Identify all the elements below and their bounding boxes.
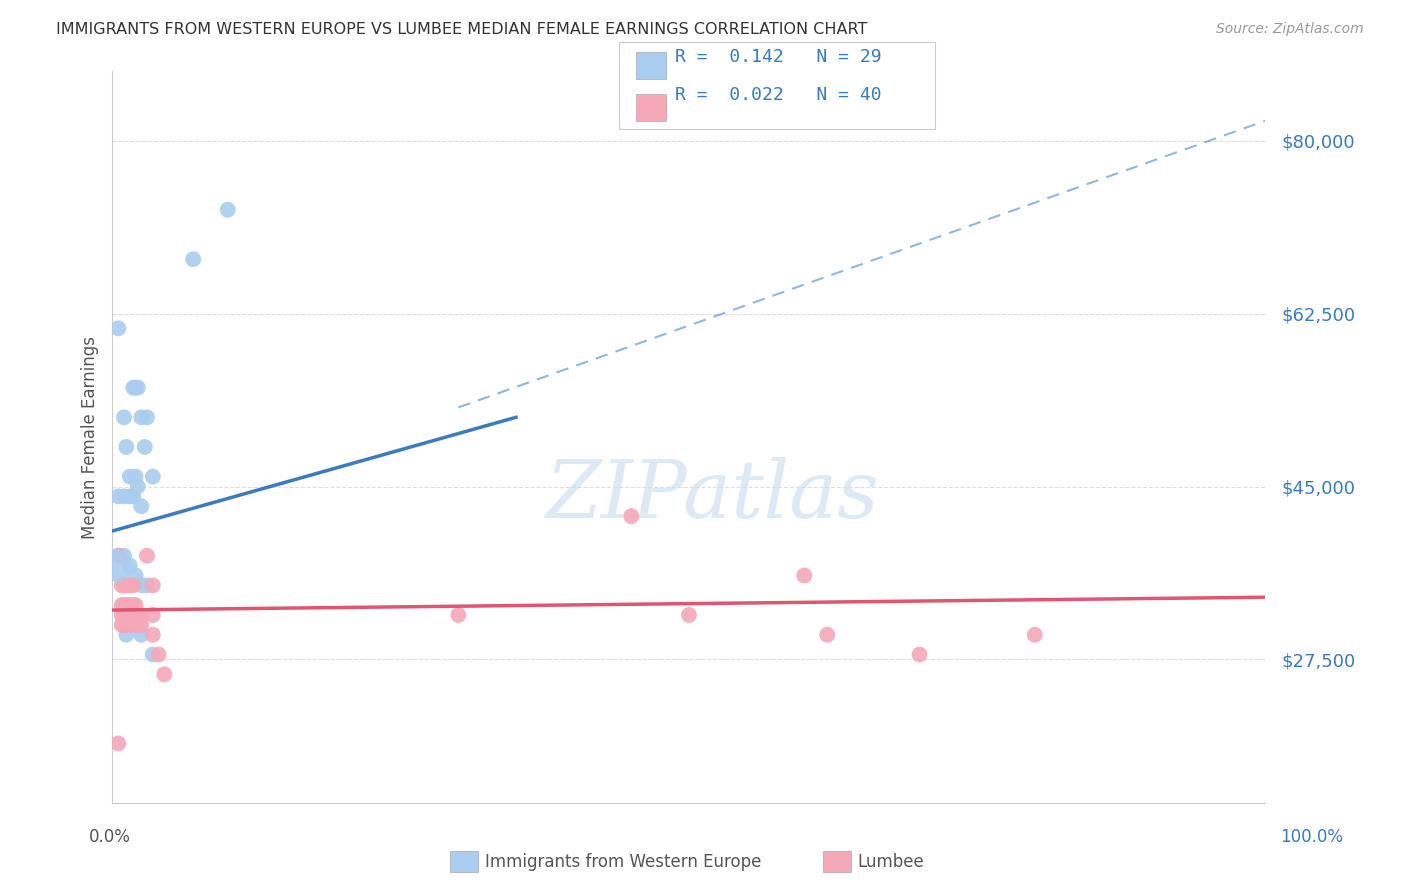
Point: [122, 381, 145, 395]
Text: 0.0%: 0.0%: [89, 828, 131, 846]
Point: [122, 618, 145, 632]
Point: [112, 607, 135, 622]
Point: [142, 607, 165, 622]
Point: [217, 202, 239, 217]
Point: [115, 628, 138, 642]
Point: [122, 607, 145, 622]
Point: [124, 568, 146, 582]
Point: [127, 479, 149, 493]
Point: [1024, 628, 1046, 642]
Point: [620, 509, 643, 524]
Point: [112, 618, 135, 632]
Point: [115, 618, 138, 632]
Text: IMMIGRANTS FROM WESTERN EUROPE VS LUMBEE MEDIAN FEMALE EARNINGS CORRELATION CHAR: IMMIGRANTS FROM WESTERN EUROPE VS LUMBEE…: [56, 22, 868, 37]
Point: [112, 549, 135, 563]
Point: [129, 607, 153, 622]
Point: [678, 607, 700, 622]
Text: Source: ZipAtlas.com: Source: ZipAtlas.com: [1216, 22, 1364, 37]
Point: [107, 549, 129, 563]
Point: [111, 607, 134, 622]
Point: [181, 252, 204, 267]
Text: R =  0.142   N = 29: R = 0.142 N = 29: [675, 48, 882, 66]
Y-axis label: Median Female Earnings: Median Female Earnings: [80, 335, 98, 539]
Point: [908, 648, 931, 662]
Point: [129, 410, 153, 425]
Point: [112, 410, 135, 425]
Point: [122, 598, 145, 612]
Point: [107, 549, 129, 563]
Point: [136, 410, 159, 425]
Point: [136, 549, 159, 563]
Point: [112, 578, 135, 592]
Point: [115, 578, 138, 592]
Point: [134, 440, 156, 454]
Point: [112, 598, 135, 612]
Text: Lumbee: Lumbee: [858, 853, 924, 871]
Point: [124, 381, 146, 395]
Point: [127, 607, 149, 622]
Point: [118, 607, 141, 622]
Point: [124, 469, 146, 483]
Point: [153, 667, 176, 681]
Point: [129, 628, 153, 642]
Point: [111, 618, 134, 632]
Point: [118, 598, 141, 612]
Text: R =  0.022   N = 40: R = 0.022 N = 40: [675, 86, 882, 103]
Point: [118, 618, 141, 632]
Point: [118, 469, 141, 483]
Text: Immigrants from Western Europe: Immigrants from Western Europe: [485, 853, 762, 871]
Point: [136, 578, 159, 592]
Text: ZIPatlas: ZIPatlas: [546, 457, 879, 534]
Point: [107, 321, 129, 335]
Point: [129, 618, 153, 632]
Point: [118, 578, 141, 592]
Point: [793, 568, 815, 582]
Point: [112, 489, 135, 503]
Point: [129, 500, 153, 514]
Point: [115, 440, 138, 454]
Point: [127, 381, 149, 395]
Point: [107, 489, 129, 503]
Point: [127, 618, 149, 632]
Text: 100.0%: 100.0%: [1279, 828, 1343, 846]
Point: [148, 648, 170, 662]
Point: [142, 648, 165, 662]
Point: [815, 628, 838, 642]
Point: [111, 578, 134, 592]
Point: [115, 598, 138, 612]
Point: [447, 607, 470, 622]
Point: [129, 578, 153, 592]
Point: [124, 598, 146, 612]
Point: [122, 489, 145, 503]
Point: [118, 558, 141, 573]
Point: [107, 737, 129, 751]
Point: [104, 558, 127, 573]
Point: [111, 598, 134, 612]
Point: [118, 489, 141, 503]
Point: [142, 469, 165, 483]
Point: [122, 578, 145, 592]
Point: [142, 578, 165, 592]
Point: [115, 607, 138, 622]
Point: [142, 628, 165, 642]
